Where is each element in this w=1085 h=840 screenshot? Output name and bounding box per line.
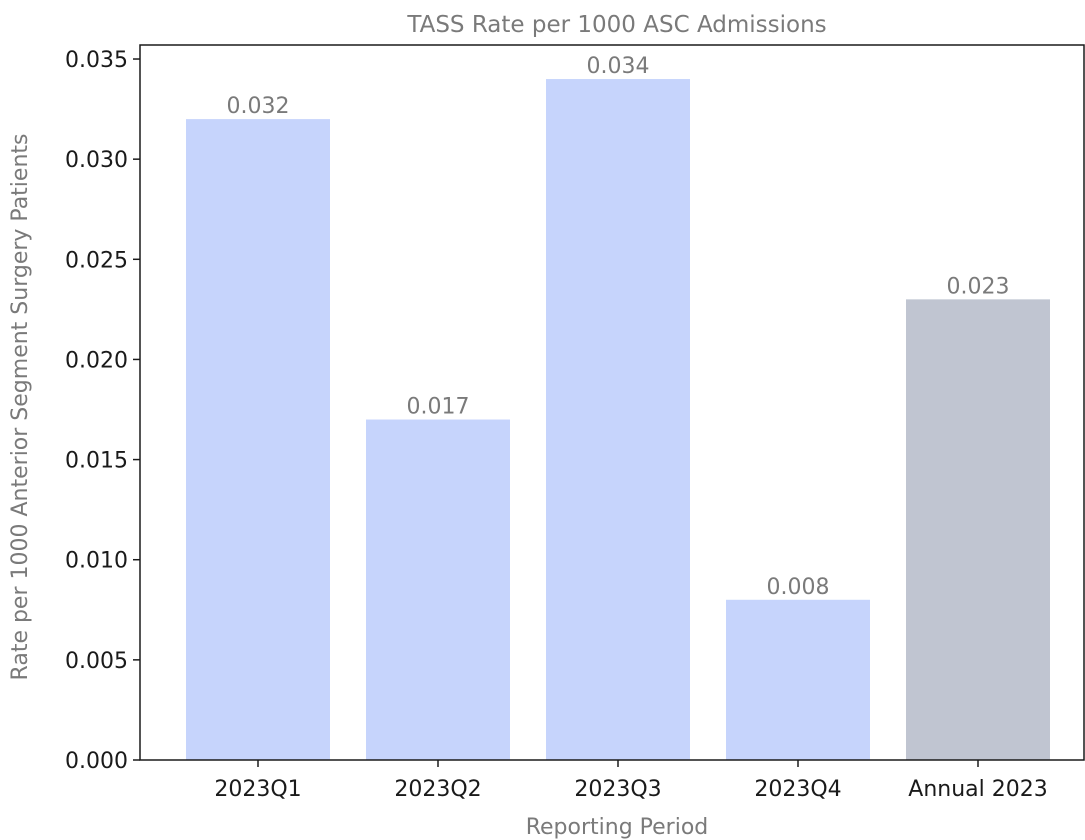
axes-layer: 2023Q1 2023Q2 2023Q3 2023Q4 Annual 2023 0.000… bbox=[65, 44, 1085, 802]
bar-2023q3 bbox=[546, 79, 690, 761]
bar-2023q4 bbox=[726, 599, 870, 760]
x-tick-label-annual-2023: Annual 2023 bbox=[908, 777, 1047, 802]
y-tick-label: 0.010 bbox=[65, 549, 128, 574]
y-axis-label: Rate per 1000 Anterior Segment Surgery P… bbox=[8, 134, 33, 681]
x-tick-label-2023q1: 2023Q1 bbox=[214, 777, 301, 802]
data-label-2023q3: 0.034 bbox=[587, 54, 650, 79]
x-tick-label-2023q3: 2023Q3 bbox=[574, 777, 661, 802]
bar-annual-2023 bbox=[906, 299, 1050, 760]
data-label-2023q2: 0.017 bbox=[407, 395, 470, 420]
y-tick-label: 0.020 bbox=[65, 348, 128, 373]
data-label-2023q4: 0.008 bbox=[767, 575, 830, 600]
x-axis-label: Reporting Period bbox=[526, 815, 709, 840]
y-tick-label: 0.005 bbox=[65, 649, 128, 674]
y-tick-label: 0.025 bbox=[65, 248, 128, 273]
data-label-2023q1: 0.032 bbox=[227, 94, 290, 119]
bars-layer bbox=[186, 79, 1050, 761]
data-label-annual-2023: 0.023 bbox=[947, 274, 1010, 299]
bar-2023q1 bbox=[186, 119, 330, 760]
y-tick-label: 0.000 bbox=[65, 749, 128, 774]
chart-title: TASS Rate per 1000 ASC Admissions bbox=[406, 12, 826, 38]
data-labels-layer: 0.032 0.017 0.034 0.008 0.023 bbox=[227, 54, 1010, 600]
axes-frame bbox=[139, 44, 1085, 761]
bar-2023q2 bbox=[366, 419, 510, 760]
y-tick-label: 0.030 bbox=[65, 148, 128, 173]
y-tick-label: 0.035 bbox=[65, 48, 128, 73]
x-tick-label-2023q4: 2023Q4 bbox=[754, 777, 841, 802]
y-tick-label: 0.015 bbox=[65, 449, 128, 474]
x-tick-label-2023q2: 2023Q2 bbox=[394, 777, 481, 802]
